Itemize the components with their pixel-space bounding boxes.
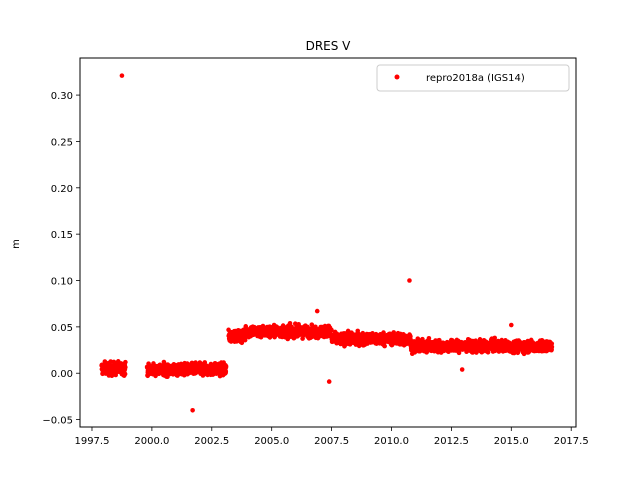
data-point <box>549 341 555 346</box>
chart-title: DRES V <box>306 39 352 53</box>
data-point <box>382 343 387 349</box>
y-tick-label: 0.15 <box>51 230 73 241</box>
data-point <box>314 308 320 314</box>
y-tick-label: 0.20 <box>51 184 73 195</box>
x-tick-label: 2007.5 <box>314 436 349 447</box>
data-point <box>485 350 491 355</box>
data-point <box>223 368 229 374</box>
y-tick-label: 0.00 <box>51 369 73 380</box>
x-tick-label: 2005.0 <box>254 436 289 447</box>
plot-frame <box>79 57 577 428</box>
x-tick-label: 2010.0 <box>374 436 409 447</box>
x-tick-label: 2012.5 <box>434 436 469 447</box>
x-tick-label: 2000.0 <box>134 436 169 447</box>
data-point <box>329 327 334 333</box>
points-layer <box>99 73 555 413</box>
data-point <box>360 330 366 336</box>
data-point <box>381 330 386 335</box>
y-tick-label: 0.05 <box>51 323 73 334</box>
y-axis: −0.05 0.00 0.05 0.10 0.15 0.20 0.25 0.30 <box>42 91 80 427</box>
data-point <box>549 344 555 350</box>
data-point <box>426 335 432 341</box>
data-point <box>407 278 412 283</box>
x-tick-label: 2002.5 <box>194 436 229 447</box>
data-point <box>122 371 128 377</box>
data-point <box>287 320 293 326</box>
data-point <box>223 363 229 369</box>
x-tick-label: 2015.0 <box>494 436 529 447</box>
x-tick-label: 1997.5 <box>74 436 109 447</box>
legend-box <box>376 64 570 92</box>
x-axis: 1997.5 2000.0 2002.5 2005.0 2007.5 2010.0 2012… <box>74 427 589 447</box>
data-point <box>492 335 498 341</box>
data-point <box>326 379 332 384</box>
data-point <box>123 365 128 370</box>
y-axis-label: m <box>11 239 22 249</box>
y-tick-label: 0.30 <box>51 91 73 102</box>
data-point <box>190 408 195 413</box>
y-tick-label: 0.10 <box>51 277 73 288</box>
data-point <box>459 367 465 372</box>
x-tick-label: 2017.5 <box>554 436 589 447</box>
legend: repro2018a (IGS14) <box>376 64 570 92</box>
legend-label: repro2018a (IGS14) <box>426 73 525 84</box>
data-point <box>123 359 128 365</box>
legend-marker <box>394 74 400 80</box>
y-tick-label: 0.25 <box>51 137 73 148</box>
y-tick-label: −0.05 <box>42 416 73 427</box>
data-point <box>390 342 395 347</box>
data-point <box>119 73 125 78</box>
data-point <box>509 322 514 328</box>
data-point <box>242 337 248 343</box>
